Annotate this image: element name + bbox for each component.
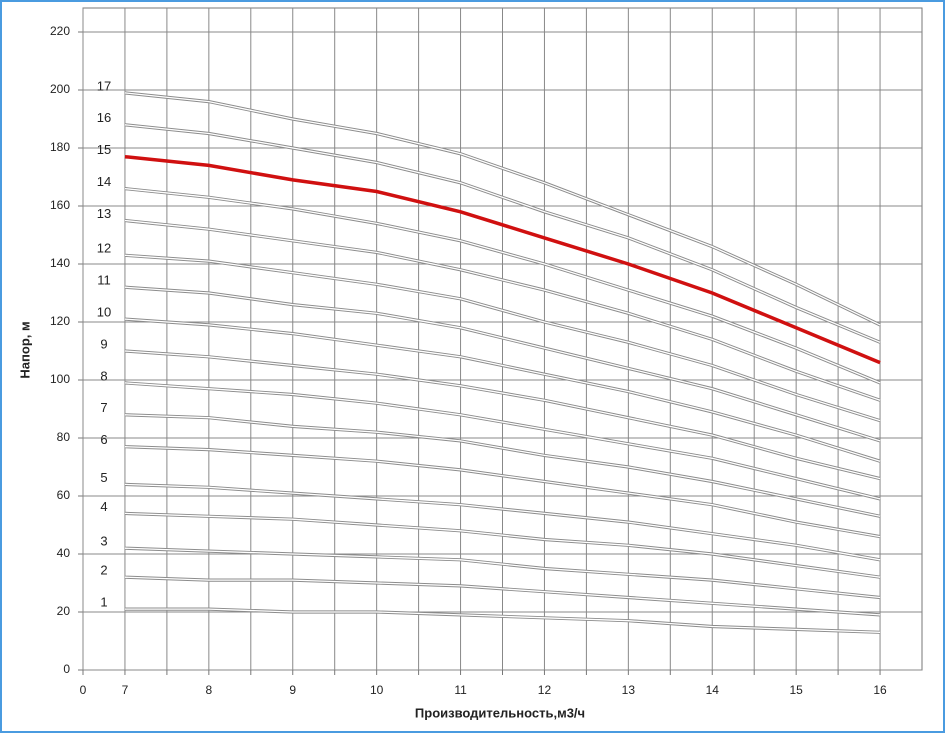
curve-inner [124,187,881,384]
y-tick-label: 160 [50,198,70,212]
curve-label: 17 [97,78,111,93]
curve-label: 12 [97,241,111,256]
y-tick-label: 60 [57,488,71,502]
curve-inner [124,350,881,480]
curve-inner [124,446,881,538]
curve-label: 10 [97,305,111,320]
x-tick-label: 16 [873,683,887,697]
curve-inner [124,92,881,326]
curve-inner [124,219,881,401]
curve-inner [124,124,881,343]
curve-label: 13 [97,206,111,221]
curve-label: 1 [100,595,107,610]
curve-label: 4 [100,499,107,514]
curve-label: 3 [100,534,107,549]
curve-inner [124,483,881,561]
x-tick-label: 11 [454,683,467,697]
curve-inner [124,608,881,633]
curve-label: 9 [100,336,107,351]
y-tick-label: 0 [63,662,70,676]
curve-label: 15 [97,142,111,157]
curve-label: 6 [100,432,107,447]
curve-label: 14 [97,174,111,189]
curve-inner [124,254,881,422]
curve-inner [124,547,881,599]
x-tick-label: 9 [289,683,296,697]
y-tick-label: 220 [50,24,70,38]
y-tick-label: 140 [50,256,70,270]
curve-label: 2 [100,563,107,578]
y-tick-label: 180 [50,140,70,154]
curve-label: 5 [100,470,107,485]
x-tick-label: 15 [789,683,803,697]
x-tick-label: 0 [80,683,87,697]
curve-label: 7 [100,400,107,415]
curve-inner [124,512,881,578]
y-tick-label: 40 [57,546,71,560]
y-tick-label: 80 [57,430,71,444]
curve-inner [124,382,881,500]
curve-inner [124,576,881,616]
curve-inner [124,286,881,442]
curve-label: 16 [97,110,111,125]
x-tick-label: 12 [538,683,552,697]
x-tick-label: 13 [622,683,636,697]
x-tick-label: 7 [122,683,129,697]
curve-label: 11 [97,273,111,288]
x-tick-label: 8 [206,683,213,697]
curve-inner [124,414,881,517]
curve-inner [124,318,881,462]
y-tick-label: 20 [57,604,71,618]
x-tick-label: 10 [370,683,384,697]
curve [124,154,881,365]
x-tick-label: 14 [706,683,720,697]
y-axis-label: Напор, м [17,321,32,378]
y-tick-label: 200 [50,82,70,96]
y-tick-label: 100 [50,372,70,386]
y-tick-label: 120 [50,314,70,328]
x-axis-label: Производительность,м3/ч [415,705,585,720]
curve-label: 8 [100,368,107,383]
